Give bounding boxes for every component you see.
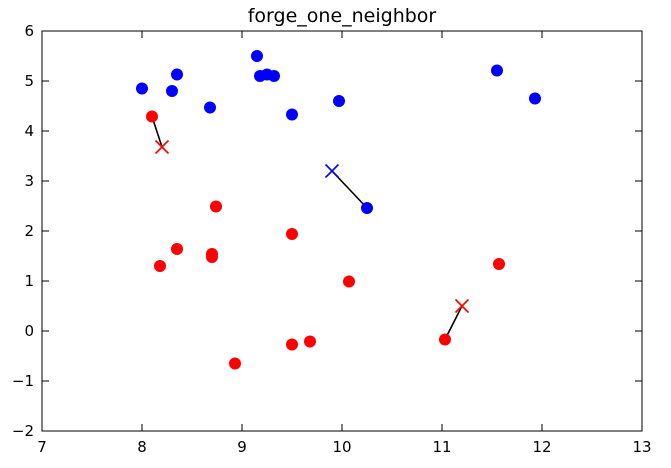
x-tick-label: 10	[332, 438, 351, 456]
red-circle-point	[171, 243, 183, 255]
y-tick-label: −2	[12, 422, 34, 440]
red-circle-point	[304, 335, 316, 348]
red-circle-point	[343, 275, 355, 288]
x-tick-label: 7	[37, 438, 47, 456]
y-tick-label: 5	[24, 72, 34, 90]
red-circle-point	[206, 251, 218, 263]
blue-circle-point	[251, 50, 263, 62]
red-circle-point	[229, 357, 241, 370]
y-tick-label: −1	[12, 372, 34, 390]
blue-circle-point	[268, 70, 280, 82]
y-tick-label: 6	[24, 22, 34, 40]
y-tick-label: 1	[24, 272, 34, 290]
y-tick-label: 3	[24, 172, 34, 190]
x-axis: 7 8 9 10 11 12 13	[37, 31, 652, 456]
x-tick-label: 9	[237, 438, 247, 456]
red-circle-point	[439, 333, 451, 346]
blue-x-point	[324, 163, 340, 179]
x-tick-label: 13	[632, 438, 651, 456]
blue-circle-point	[204, 101, 216, 114]
blue-circle-point	[333, 95, 345, 107]
red-circle-point	[146, 110, 158, 123]
x-tick-label: 11	[432, 438, 451, 456]
y-tick-label: 4	[24, 122, 34, 140]
blue-circle-point	[166, 85, 178, 97]
red-x-point	[154, 139, 170, 155]
red-x-point	[454, 298, 470, 314]
plot-frame	[41, 30, 643, 432]
x-tick-label: 8	[137, 438, 147, 456]
data-points	[136, 50, 541, 370]
y-tick-label: 2	[24, 222, 34, 240]
red-circle-point	[154, 260, 166, 272]
blue-circle-point	[286, 108, 298, 121]
blue-circle-point	[136, 82, 148, 95]
neighbor-link	[444, 305, 463, 340]
y-axis: −2 −1 0 1 2 3 4 5 6	[12, 22, 642, 440]
blue-circle-point	[171, 68, 183, 81]
blue-circle-point	[529, 92, 541, 105]
blue-circle-point	[491, 64, 503, 77]
x-tick-label: 12	[532, 438, 551, 456]
red-circle-point	[286, 338, 298, 351]
red-circle-point	[493, 258, 505, 270]
red-circle-point	[210, 200, 222, 213]
red-circle-point	[286, 228, 298, 240]
neighbor-links	[151, 116, 463, 340]
blue-circle-point	[361, 202, 373, 214]
y-tick-label: 0	[24, 322, 34, 340]
chart-title: forge_one_neighbor	[248, 5, 437, 27]
